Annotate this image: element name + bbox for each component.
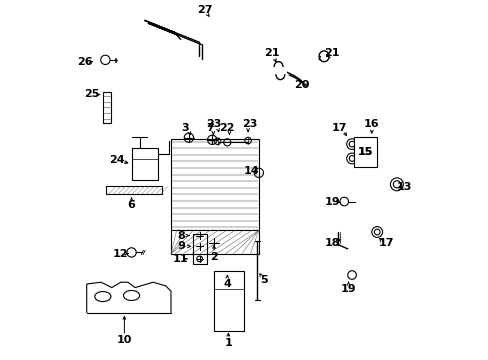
- Text: 17: 17: [378, 238, 393, 248]
- Text: 16: 16: [363, 120, 379, 129]
- Bar: [106, 186, 162, 194]
- Text: 2: 2: [210, 252, 218, 262]
- Text: 5: 5: [260, 275, 267, 285]
- Bar: [214, 271, 244, 330]
- Text: 3: 3: [181, 123, 189, 133]
- Bar: [102, 92, 110, 123]
- Text: 26: 26: [77, 57, 93, 67]
- Bar: [131, 148, 158, 180]
- Text: 14: 14: [244, 166, 259, 176]
- Text: 20: 20: [294, 80, 309, 90]
- Text: 4: 4: [223, 279, 231, 289]
- Text: 15: 15: [357, 147, 373, 157]
- Bar: [171, 139, 258, 230]
- Text: 17: 17: [331, 123, 346, 133]
- Text: 23: 23: [206, 120, 221, 129]
- Text: 18: 18: [324, 238, 340, 248]
- Text: 23: 23: [242, 120, 257, 129]
- Text: 24: 24: [109, 155, 125, 165]
- Bar: [171, 230, 258, 253]
- Text: 19: 19: [324, 197, 340, 207]
- Text: 13: 13: [396, 182, 411, 192]
- Text: 21: 21: [324, 48, 340, 58]
- Text: 1: 1: [224, 338, 232, 348]
- Text: 10: 10: [117, 334, 132, 345]
- Bar: [353, 137, 376, 167]
- Text: 25: 25: [84, 89, 100, 99]
- Text: 19: 19: [340, 284, 356, 294]
- Text: 15: 15: [357, 147, 373, 157]
- Text: 11: 11: [172, 254, 187, 264]
- Text: 9: 9: [178, 241, 185, 251]
- Text: 27: 27: [197, 5, 212, 15]
- Text: 12: 12: [113, 248, 128, 258]
- Text: 8: 8: [178, 231, 185, 240]
- Text: 21: 21: [263, 48, 279, 58]
- Text: 6: 6: [127, 200, 135, 210]
- Text: 22: 22: [218, 123, 234, 133]
- Text: 7: 7: [206, 123, 214, 133]
